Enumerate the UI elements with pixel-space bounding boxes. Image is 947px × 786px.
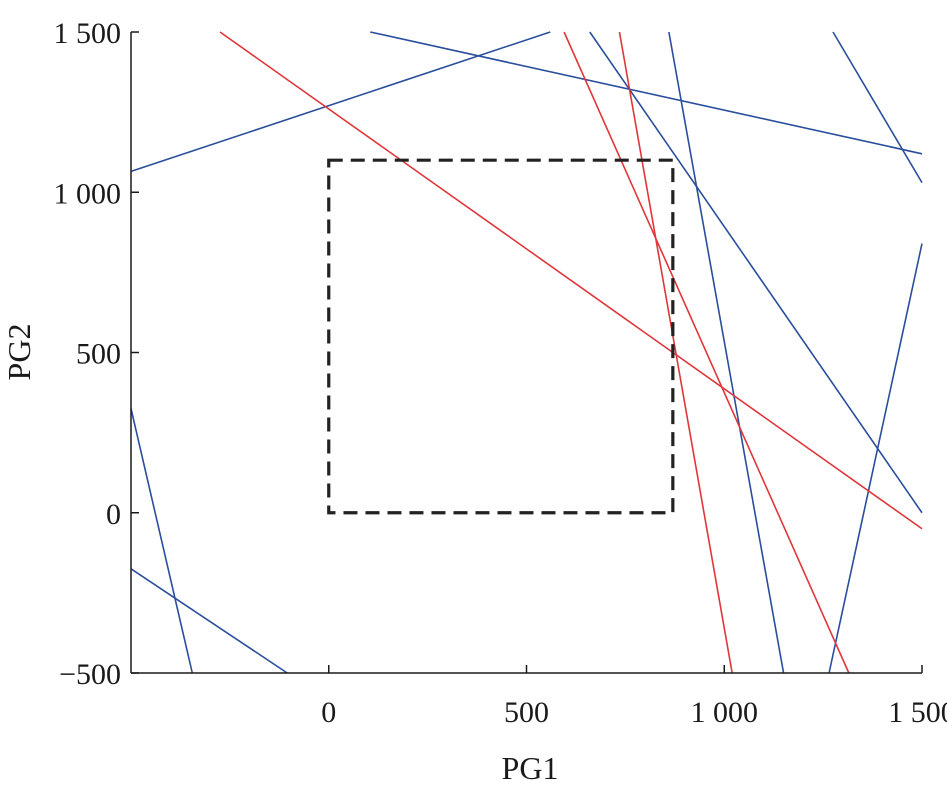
y-tick-label: 500 bbox=[76, 338, 121, 371]
y-tick-label: 0 bbox=[106, 498, 121, 531]
y-tick-label: 1 000 bbox=[54, 177, 122, 210]
red-line-9 bbox=[219, 31, 923, 530]
x-axis-label: PG1 bbox=[502, 750, 559, 786]
blue-line-1 bbox=[130, 31, 551, 173]
y-tick-label: 1 500 bbox=[54, 17, 122, 50]
red-line-11 bbox=[618, 31, 733, 674]
blue-line-5 bbox=[832, 31, 923, 184]
y-tick-label: −500 bbox=[59, 658, 121, 691]
blue-line-7 bbox=[130, 408, 194, 674]
x-tick-label: 0 bbox=[321, 696, 336, 729]
red-line-10 bbox=[563, 31, 850, 674]
blue-line-2 bbox=[370, 31, 923, 155]
ticks: 0 500 1 000 1 500 −500 0 500 1 000 1 500 bbox=[54, 17, 947, 729]
feasible-region-box bbox=[327, 158, 675, 515]
y-axis-label: PG2 bbox=[1, 324, 37, 381]
blue-line-3 bbox=[589, 31, 923, 514]
constraint-lines bbox=[130, 31, 923, 674]
feasible-box bbox=[327, 158, 675, 515]
blue-line-6 bbox=[828, 243, 923, 674]
blue-line-4 bbox=[668, 31, 785, 674]
x-tick-label: 1 000 bbox=[691, 696, 759, 729]
blue-line-8 bbox=[130, 568, 288, 674]
x-tick-label: 500 bbox=[504, 696, 549, 729]
x-tick-label: 1 500 bbox=[888, 696, 947, 729]
